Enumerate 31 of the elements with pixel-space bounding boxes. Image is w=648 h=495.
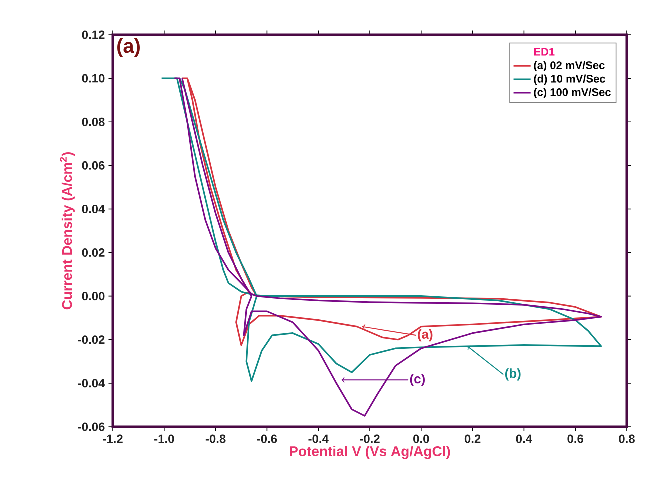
legend-label: (a) 02 mV/Sec (534, 61, 605, 72)
annotation: (b) (505, 368, 521, 381)
x-tick-label: -1.0 (154, 434, 174, 444)
y-tick-label: 0.04 (82, 204, 106, 214)
x-tick-label: 0.8 (619, 434, 635, 444)
x-tick-label: -0.2 (360, 434, 380, 444)
y-axis-title: Current Density (A/cm$^{2}$) (60, 152, 75, 310)
legend-title: ED1 (534, 48, 555, 56)
x-tick-label: -0.8 (206, 434, 226, 444)
annotation: (a) (118, 38, 140, 58)
y-tick-label: 0.10 (82, 74, 105, 83)
y-tick-label: 0.00 (82, 292, 105, 301)
x-tick-label: 0.2 (464, 434, 481, 444)
legend-label: (c) 100 mV/Sec (534, 88, 611, 98)
x-tick-label: 0.6 (568, 434, 584, 444)
y-tick-label: 0.06 (82, 161, 105, 170)
y-tick-label: 0.08 (82, 118, 105, 126)
x-tick-label: 0.4 (516, 434, 532, 444)
y-tick-label: 0.02 (82, 248, 105, 258)
x-tick-label: -0.6 (257, 434, 278, 444)
annotation: (c) (410, 374, 425, 386)
x-tick-label: 0.0 (414, 434, 430, 444)
legend-label: (d) 10 mV/Sec (534, 74, 606, 86)
y-tick-label: -0.04 (78, 379, 106, 388)
x-axis-title: Potential V (Vs Ag/AgCl) (290, 446, 450, 460)
x-tick-label: -1.2 (103, 434, 123, 444)
y-tick-label: -0.02 (78, 336, 105, 344)
annotation: (a) (418, 329, 433, 342)
y-tick-label: 0.12 (82, 30, 105, 40)
y-tick-label: -0.06 (78, 422, 105, 432)
x-tick-label: -0.4 (308, 434, 329, 444)
